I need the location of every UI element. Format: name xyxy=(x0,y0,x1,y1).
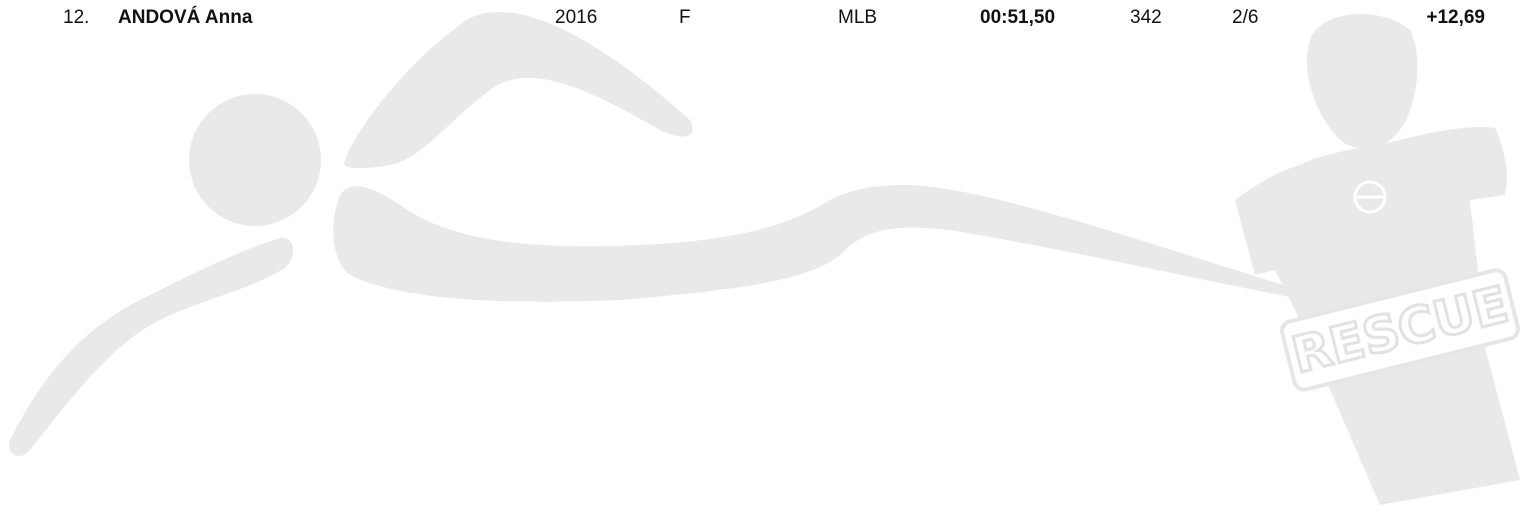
page: {"results_row": {"rank": "12.", "name": … xyxy=(0,0,1522,512)
athlete-name: ANDOVÁ Anna xyxy=(118,7,252,29)
rank: 12. xyxy=(63,7,89,29)
time: 00:51,50 xyxy=(980,7,1055,29)
rescue-mannequin xyxy=(1235,14,1520,505)
time-difference: +12,69 xyxy=(1426,7,1485,29)
points: 342 xyxy=(1130,7,1162,29)
results-row: 12. ANDOVÁ Anna 2016 F MLB 00:51,50 342 … xyxy=(0,0,1522,40)
swimmer-figure xyxy=(9,12,1300,456)
watermark-graphic: RESCUE xyxy=(0,0,1522,512)
gender: F xyxy=(679,7,691,29)
club: MLB xyxy=(838,7,877,29)
birth-year: 2016 xyxy=(555,7,597,29)
place: 2/6 xyxy=(1232,7,1258,29)
